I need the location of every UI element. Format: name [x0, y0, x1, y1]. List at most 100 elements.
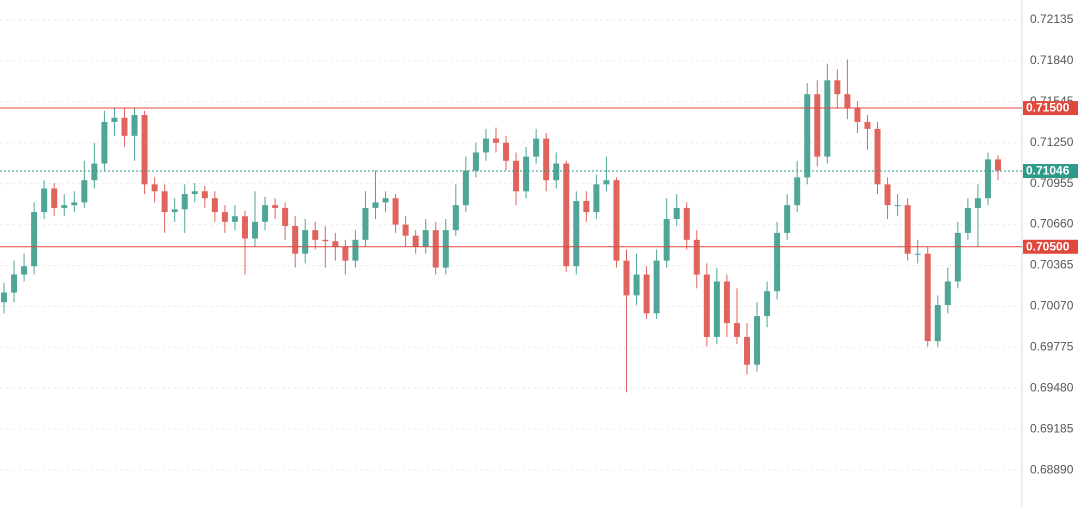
y-tick-label: 0.70365	[1030, 258, 1074, 272]
candle-body	[262, 205, 269, 222]
candle-body	[944, 281, 951, 306]
candle-body	[995, 159, 1001, 171]
candle-body	[332, 241, 339, 247]
candle-body	[462, 170, 469, 206]
candle-body	[342, 246, 349, 261]
y-tick-label: 0.70955	[1030, 176, 1074, 190]
candle-body	[703, 274, 710, 337]
candle-body	[563, 163, 570, 267]
price-level-tag	[1023, 101, 1078, 116]
candle-body	[794, 177, 801, 206]
candle-body	[834, 80, 841, 95]
candle-body	[854, 108, 861, 122]
candle-body	[422, 230, 429, 247]
candle-body	[533, 138, 540, 157]
candle-body	[372, 202, 379, 208]
candle-body	[442, 230, 449, 268]
candle-body	[121, 117, 128, 136]
candle-body	[633, 274, 640, 296]
candle-body	[11, 274, 18, 293]
candle-body	[312, 230, 319, 240]
candle-body	[41, 188, 48, 213]
candle-body	[101, 121, 108, 164]
candle-body	[362, 207, 369, 240]
candle-body	[663, 219, 670, 261]
candle-body	[31, 212, 38, 267]
y-tick-label: 0.68890	[1030, 462, 1074, 476]
price-level-label: 0.71046	[1026, 164, 1070, 178]
candle-body	[954, 232, 961, 282]
candle-body	[472, 152, 479, 171]
candle-body	[81, 180, 88, 203]
candle-body	[693, 239, 700, 275]
y-tick-label: 0.71250	[1030, 135, 1074, 149]
candle-body	[623, 260, 630, 296]
y-tick-label: 0.69185	[1030, 421, 1074, 435]
candle-body	[683, 207, 690, 240]
candle-body	[513, 160, 520, 192]
candle-body	[191, 191, 198, 195]
candle-body	[51, 188, 58, 208]
candle-body	[593, 184, 600, 213]
candle-body	[844, 94, 851, 109]
candle-body	[21, 266, 28, 275]
y-tick-label: 0.72135	[1030, 12, 1074, 26]
candle-body	[151, 184, 158, 192]
candle-body	[543, 138, 550, 181]
candle-body	[282, 207, 289, 226]
candle-body	[653, 260, 660, 314]
candle-body	[733, 323, 740, 337]
candle-body	[553, 163, 560, 181]
y-tick-label: 0.71840	[1030, 53, 1074, 67]
candle-body	[824, 80, 831, 157]
candle-body	[91, 163, 98, 181]
candle-body	[804, 94, 811, 178]
candle-body	[322, 239, 329, 242]
candle-body	[392, 198, 399, 225]
candle-body	[764, 291, 771, 317]
candle-body	[723, 281, 730, 324]
candle-body	[171, 209, 178, 213]
candle-body	[141, 114, 148, 185]
y-tick-label: 0.69775	[1030, 340, 1074, 354]
y-tick-label: 0.70070	[1030, 299, 1074, 313]
candle-body	[292, 225, 299, 254]
candle-body	[131, 114, 138, 136]
candle-body	[61, 205, 68, 208]
candle-body	[272, 205, 279, 208]
candle-body	[713, 281, 720, 337]
candle-body	[352, 239, 359, 261]
candle-body	[412, 235, 419, 247]
candle-body	[904, 205, 911, 254]
candle-body	[402, 224, 409, 236]
price-level-label: 0.70500	[1026, 239, 1070, 253]
candle-body	[503, 142, 510, 161]
candle-body	[784, 205, 791, 233]
candle-body	[894, 205, 901, 207]
candle-body	[492, 138, 499, 143]
candle-body	[252, 221, 259, 239]
candle-body	[573, 200, 580, 267]
candle-body	[984, 159, 991, 199]
price-level-tag	[1023, 239, 1078, 254]
candle-body	[221, 212, 228, 222]
candle-body	[613, 180, 620, 261]
candle-body	[673, 207, 680, 220]
candle-body	[111, 117, 118, 122]
candle-body	[874, 128, 881, 185]
candle-body	[231, 216, 238, 222]
candle-body	[302, 230, 309, 254]
candle-body	[924, 253, 931, 342]
candle-body	[934, 305, 941, 342]
candle-body	[1, 292, 7, 303]
y-tick-label: 0.70660	[1030, 217, 1074, 231]
candle-body	[161, 191, 168, 213]
candle-body	[523, 156, 530, 192]
candle-body	[974, 198, 981, 208]
candle-body	[914, 253, 921, 255]
y-tick-label: 0.69480	[1030, 380, 1074, 394]
price-level-label: 0.71500	[1026, 101, 1070, 115]
candle-body	[603, 180, 610, 185]
